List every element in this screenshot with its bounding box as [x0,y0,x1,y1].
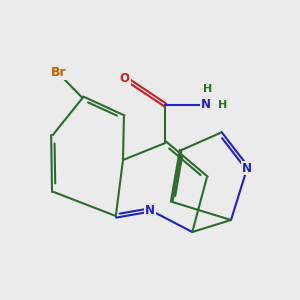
Text: Br: Br [50,67,66,80]
Text: H: H [218,100,227,110]
Text: N: N [242,161,252,175]
Text: H: H [203,83,212,94]
Text: N: N [201,98,211,112]
Text: O: O [120,71,130,85]
Text: N: N [145,203,155,217]
